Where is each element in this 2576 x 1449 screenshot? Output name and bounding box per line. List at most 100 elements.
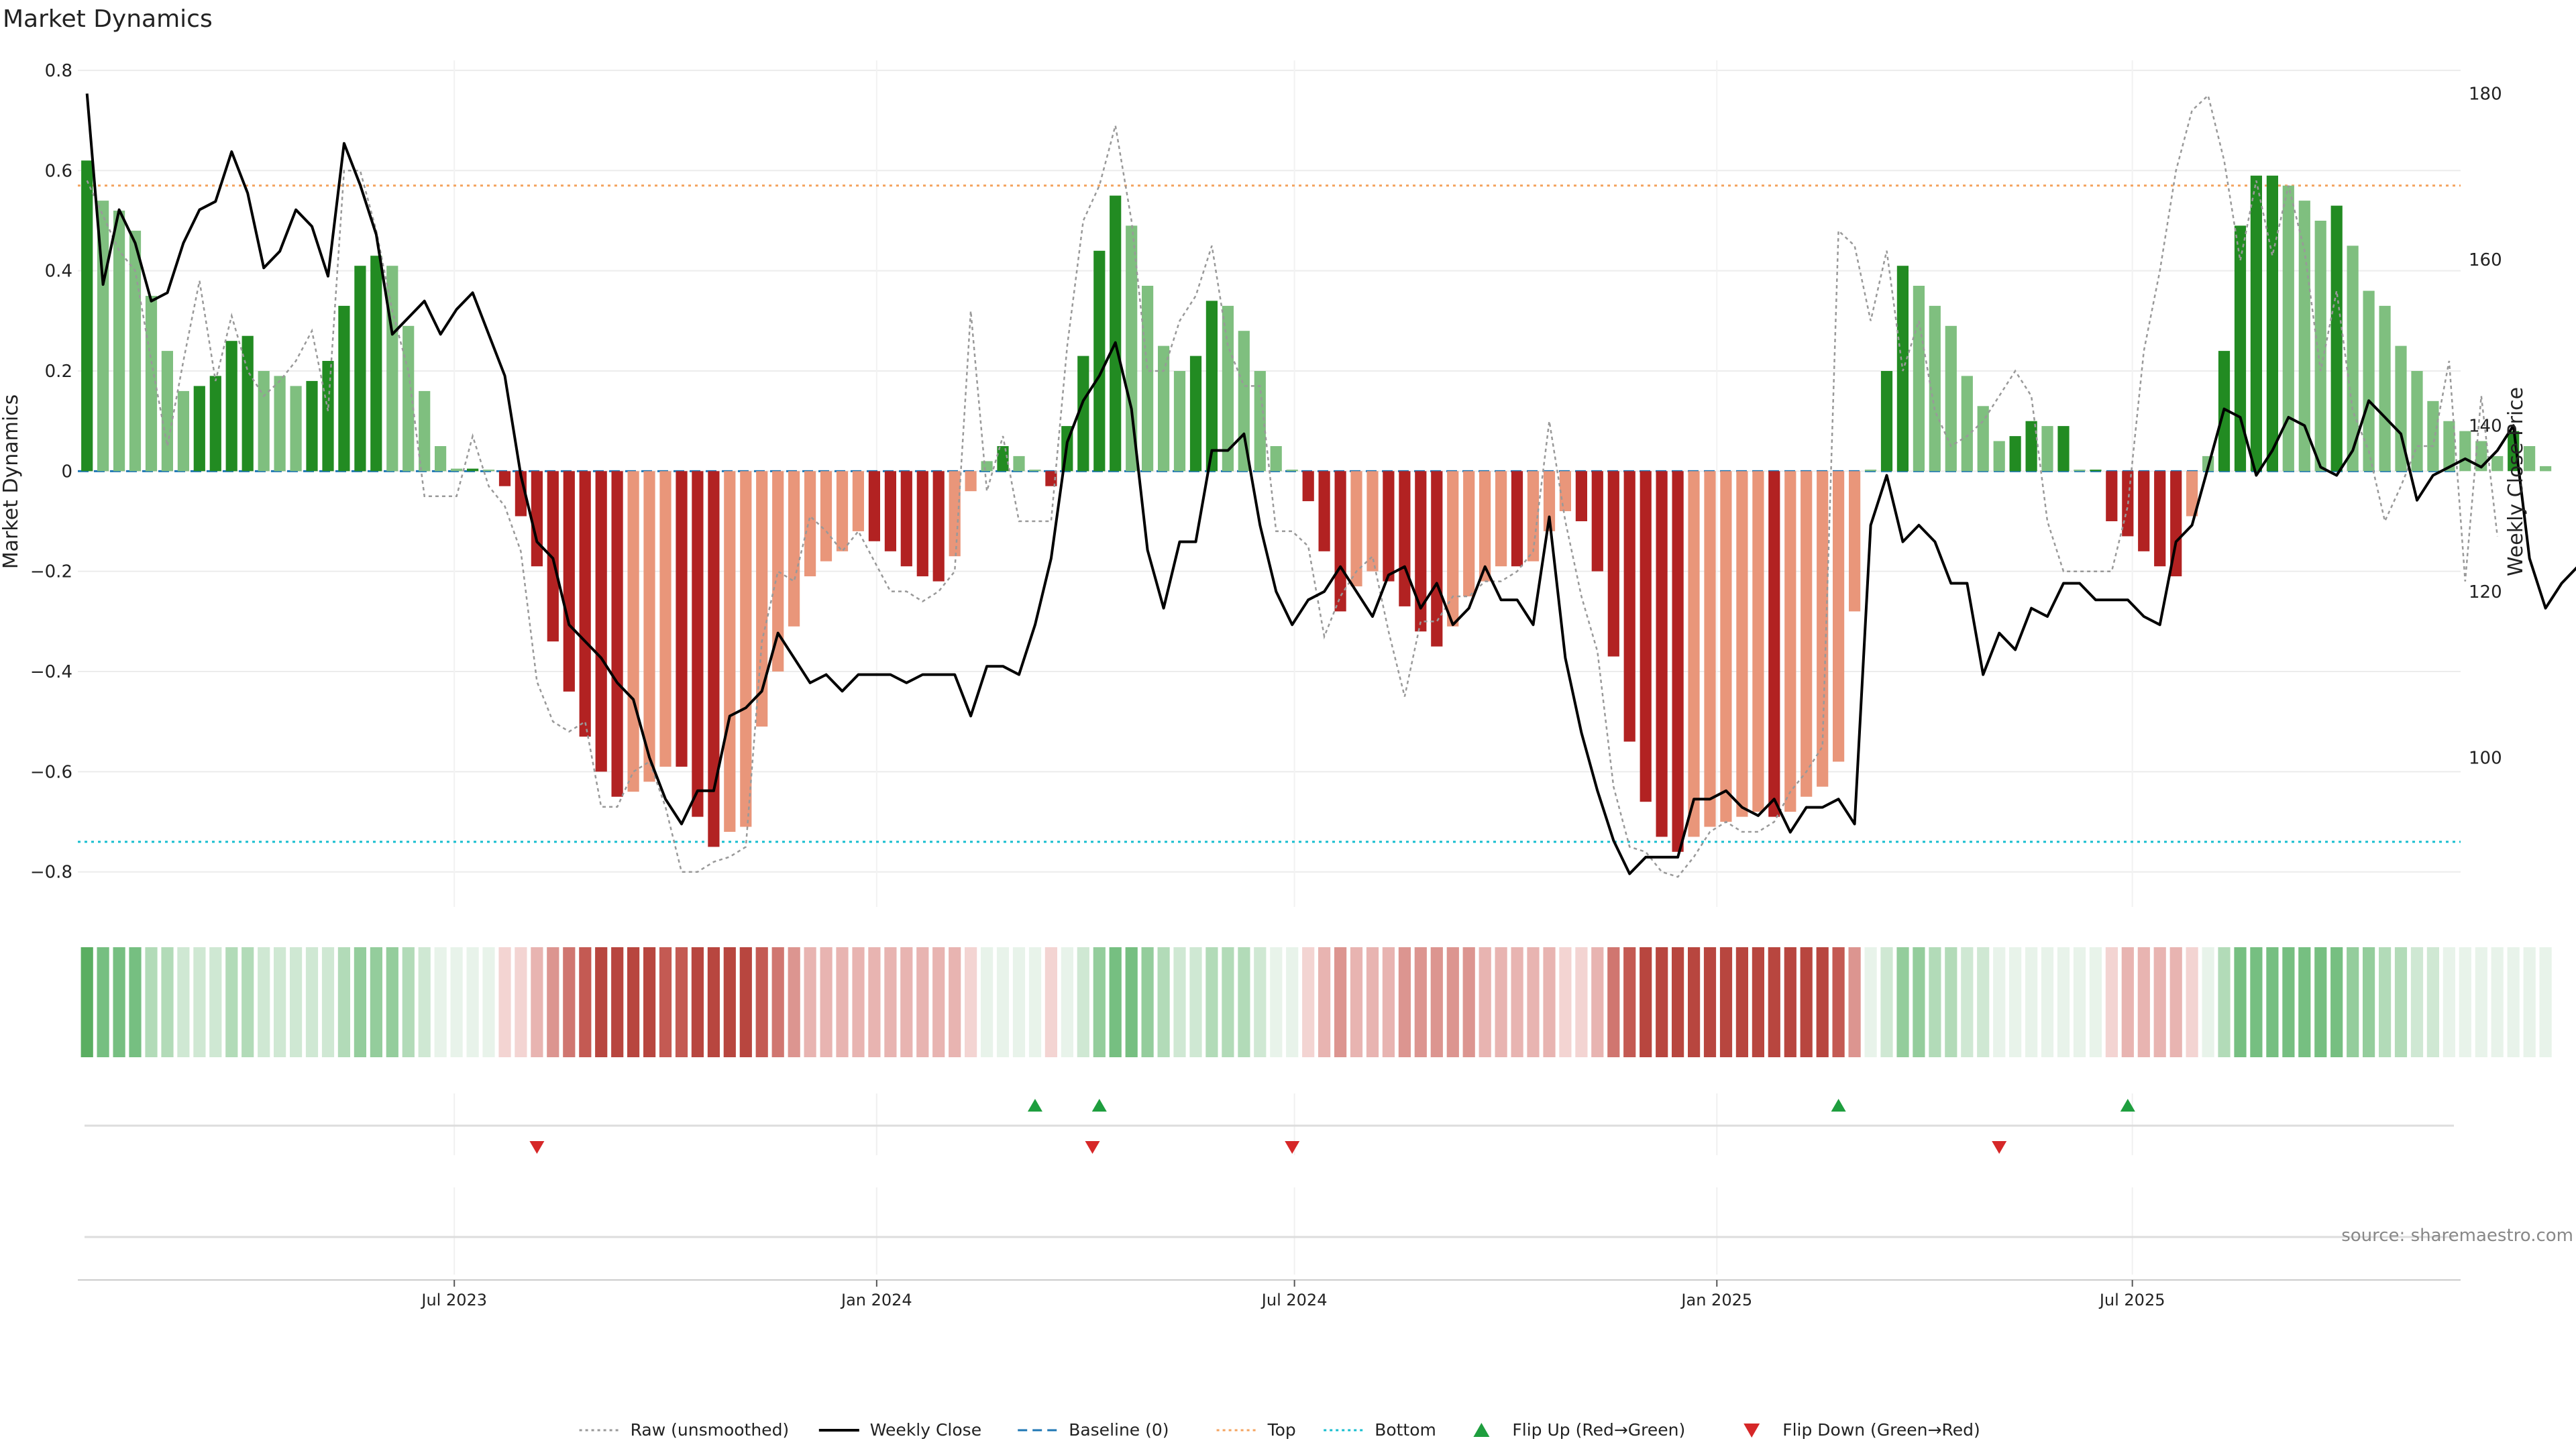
heatmap-cell: [241, 947, 254, 1057]
dynamics-bar: [1254, 371, 1266, 472]
left-tick-label: 0.6: [45, 161, 72, 181]
dynamics-bar: [1817, 471, 1829, 787]
dynamics-bar: [451, 468, 463, 472]
dynamics-bar: [1447, 471, 1459, 627]
dynamics-bar: [306, 380, 318, 472]
dynamics-bar: [354, 266, 366, 472]
dynamics-bar: [1350, 471, 1362, 587]
flip-up-marker: [1091, 1099, 1107, 1112]
heatmap-cell: [563, 947, 576, 1057]
heatmap-cell: [611, 947, 624, 1057]
dynamics-bar: [1849, 471, 1861, 612]
left-tick-label: 0.2: [45, 362, 72, 382]
dynamics-bar: [2443, 421, 2455, 472]
dynamics-bar: [1045, 471, 1057, 486]
heatmap-cell: [402, 947, 415, 1057]
raw-series-line: [86, 93, 2499, 878]
left-tick-label: 0.8: [45, 61, 72, 81]
right-axis-ticks: 180 160 140 120 100: [2469, 84, 2502, 768]
dynamics-bar: [820, 471, 833, 561]
heatmap-cell: [531, 947, 543, 1057]
dynamics-bar: [1623, 471, 1635, 742]
dynamics-bar: [547, 471, 559, 642]
heatmap-cell: [739, 947, 752, 1057]
dynamics-bar: [692, 471, 704, 817]
dynamics-bar: [467, 468, 479, 472]
weekly-close-line: [85, 93, 2576, 875]
right-tick-label: 100: [2469, 748, 2502, 768]
legend-label: Weekly Close: [870, 1420, 981, 1440]
heatmap-cell: [1462, 947, 1475, 1057]
heatmap-cell: [965, 947, 977, 1057]
heatmap-cell: [193, 947, 206, 1057]
heatmap-cell: [2314, 947, 2327, 1057]
legend-item: Weekly Close: [818, 1420, 981, 1440]
heatmap-cell: [2459, 947, 2471, 1057]
right-tick-label: 140: [2469, 416, 2502, 436]
heatmap-cell: [1896, 947, 1909, 1057]
dynamics-bar: [1720, 471, 1732, 822]
dynamics-bar: [884, 471, 896, 551]
dynamics-bar: [1929, 305, 1941, 472]
heatmap-cell: [1414, 947, 1427, 1057]
heatmap-cell: [1061, 947, 1073, 1057]
dynamics-bar: [1784, 471, 1796, 812]
heatmap-cell: [996, 947, 1010, 1057]
legend-item: Flip Down (Green→Red): [1743, 1420, 1980, 1440]
heatmap-cell: [1334, 947, 1347, 1057]
dynamics-bar: [2009, 436, 2021, 472]
heatmap-cell: [2073, 947, 2086, 1057]
heatmap-cell: [1607, 947, 1620, 1057]
dynamics-bar: [2427, 400, 2439, 472]
heatmap-cell: [1575, 947, 1588, 1057]
dynamics-bar: [1607, 471, 1619, 657]
dynamics-bar: [2314, 221, 2326, 472]
heatmap-cell: [981, 947, 994, 1057]
dynamics-bar: [1768, 471, 1780, 817]
dynamics-bar: [1479, 471, 1491, 582]
dynamics-bar: [676, 471, 688, 767]
dynamics-bar: [2298, 201, 2310, 472]
dynamics-bar: [643, 471, 655, 782]
dynamics-bar: [531, 471, 543, 567]
heatmap-cell: [1238, 947, 1250, 1057]
heatmap-cell: [1672, 947, 1684, 1057]
dynamics-bar: [1913, 286, 1925, 472]
heatmap-cell: [1382, 947, 1395, 1057]
dynamics-bar: [1463, 471, 1475, 596]
heatmap-cell: [627, 947, 640, 1057]
heatmap-cell: [1430, 947, 1443, 1057]
dynamics-bar: [113, 211, 125, 472]
dynamics-bar: [338, 305, 350, 472]
left-axis-ticks: 0.8 0.6 0.4 0.2 0 −0.2 −0.4 −0.6 −0.8: [30, 61, 72, 883]
heatmap-cell: [1012, 947, 1026, 1057]
heatmap-cell: [2394, 947, 2408, 1057]
heatmap-cell: [579, 947, 592, 1057]
heatmap-cell: [1495, 947, 1507, 1057]
heatmap-cell: [1028, 947, 1042, 1057]
dynamics-bar: [1559, 471, 1571, 511]
heatmap-cell: [820, 947, 833, 1057]
heatmap-cell: [1880, 947, 1893, 1057]
legend-label: Baseline (0): [1069, 1420, 1169, 1440]
flip-down-marker: [1285, 1141, 1300, 1154]
dynamics-bar: [1205, 301, 1218, 472]
heatmap-cell: [1125, 947, 1138, 1057]
heatmap-cell: [1093, 947, 1106, 1057]
heatmap-cell: [1286, 947, 1299, 1057]
dynamics-bar: [2074, 470, 2086, 472]
dynamics-bar: [1801, 471, 1813, 797]
dynamics-bar: [1736, 471, 1748, 817]
heatmap-cell: [2009, 947, 2022, 1057]
dynamics-bar: [772, 471, 784, 672]
flip-down-marker: [529, 1141, 545, 1154]
heatmap-cell: [1913, 947, 1925, 1057]
heatmap-cell: [1768, 947, 1780, 1057]
dynamics-bar: [1318, 471, 1330, 551]
heatmap-cell: [884, 947, 897, 1057]
dynamics-bar: [708, 471, 720, 847]
heatmap-cell: [2202, 947, 2214, 1057]
heatmap-cell: [274, 947, 286, 1057]
heatmap-cell: [1511, 947, 1523, 1057]
legend-swatch: [1473, 1423, 1490, 1437]
